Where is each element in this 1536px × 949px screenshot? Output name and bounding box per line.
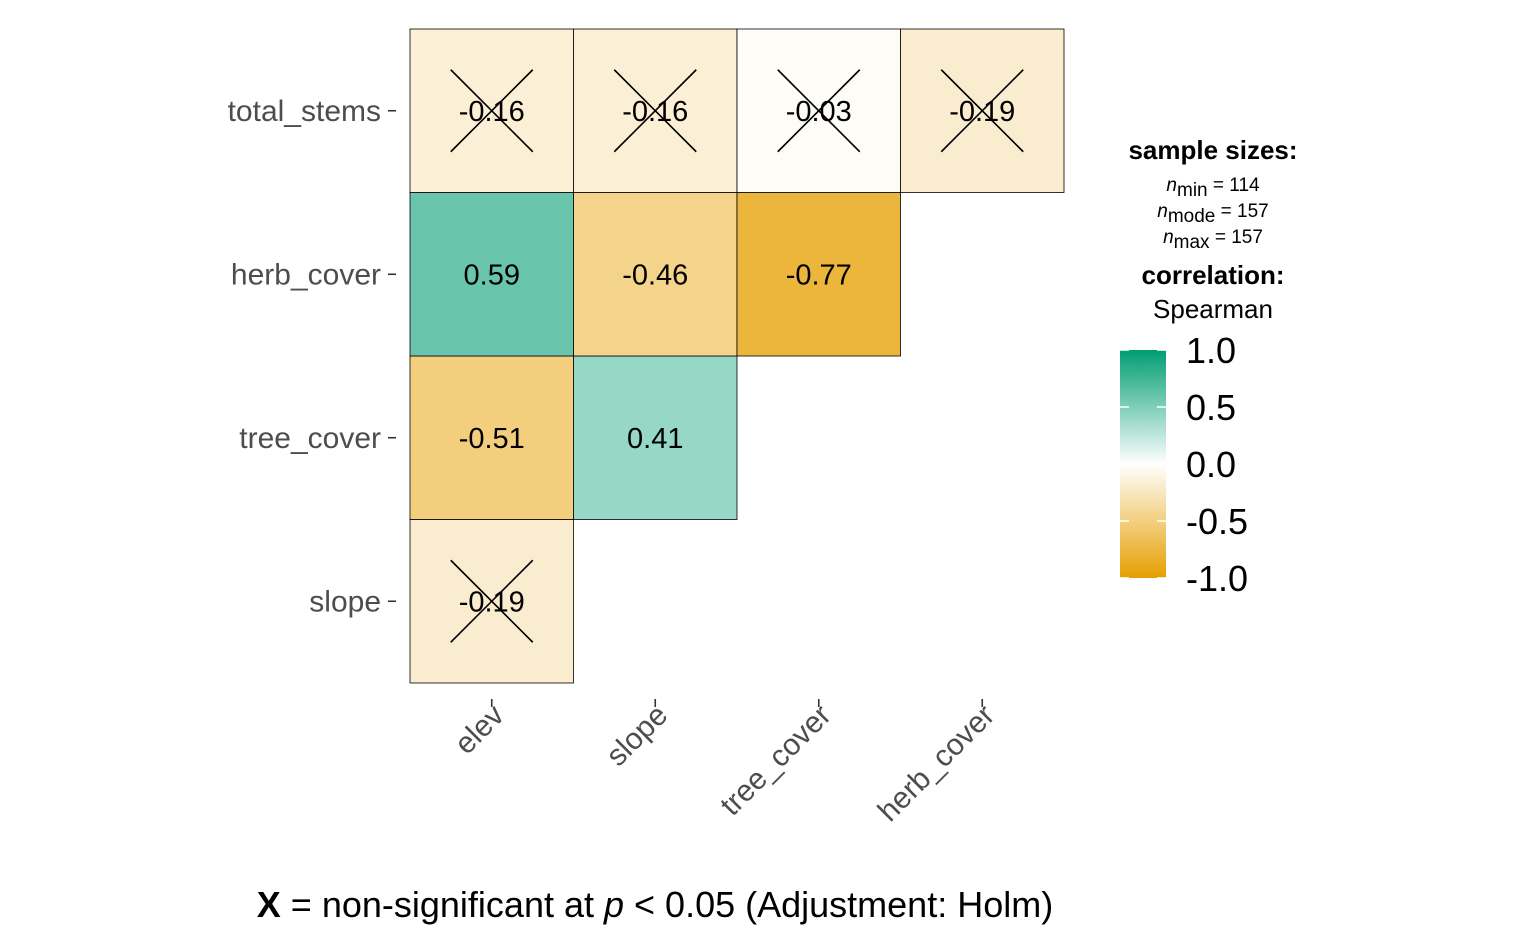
legend-correlation-method: Spearman (1153, 294, 1273, 324)
heatmap-cell: -0.03 (736, 28, 901, 193)
cell-tile (573, 355, 738, 520)
y-axis-tick-label: tree_cover (239, 422, 381, 455)
legend-sample-title: sample sizes: (1128, 135, 1297, 165)
heatmap-cell: -0.51 (409, 355, 574, 520)
caption-text-before: = non-significant at (281, 884, 604, 925)
non-significant-cross-mark (940, 69, 1024, 153)
n-equals: = (1208, 175, 1230, 196)
colorbar-tick-label: 0.5 (1186, 387, 1236, 428)
heatmap-cell: -0.16 (573, 28, 738, 193)
colorbar-tick-label: 0.0 (1186, 444, 1236, 485)
y-axis: slope tree_cover herb_cover total_stems (228, 95, 396, 618)
n-equals: = (1215, 201, 1237, 222)
cell-label: 0.59 (464, 259, 520, 291)
cell-tile (409, 355, 574, 520)
legend-correlation-title: correlation: (1141, 260, 1284, 290)
y-axis-tick-label: herb_cover (231, 258, 381, 291)
colorbar-tick-label: -1.0 (1186, 558, 1248, 599)
legend-sample-size-min: nmin = 114 (1166, 175, 1260, 201)
cell-label: -0.46 (622, 259, 688, 291)
non-significant-cross-mark (450, 69, 534, 153)
y-axis-tick-label: slope (309, 585, 381, 618)
legend-colorbar-ticks: 1.0 0.5 0.0 -0.5 -1.0 (1120, 330, 1248, 599)
x-axis-tick-label: elev (448, 699, 510, 761)
heatmap-cell: -0.16 (409, 28, 574, 193)
n-value: 157 (1237, 201, 1269, 222)
n-value: 157 (1231, 227, 1263, 248)
heatmap-cell: 0.41 (573, 355, 738, 520)
chart-caption: X = non-significant at p < 0.05 (Adjustm… (257, 884, 1053, 925)
caption-symbol: X (257, 884, 281, 925)
cell-label: 0.41 (627, 423, 683, 455)
legend-sample-size-mode: nmode = 157 (1157, 201, 1268, 227)
n-subscript: min (1177, 180, 1208, 201)
n-subscript: mode (1168, 206, 1216, 227)
heatmap-cell: -0.46 (573, 192, 738, 357)
heatmap-cell: -0.77 (736, 192, 901, 357)
heatmap-cell: -0.19 (409, 519, 574, 684)
n-subscript: max (1174, 232, 1210, 253)
cell-label: -0.77 (786, 259, 852, 291)
heatmap-cell: -0.19 (900, 28, 1065, 193)
cell-tile (573, 192, 738, 357)
cell-label: -0.51 (459, 423, 525, 455)
n-symbol: n (1166, 175, 1177, 196)
caption-text-after: < 0.05 (Adjustment: Holm) (624, 884, 1053, 925)
n-value: 114 (1229, 175, 1260, 196)
non-significant-cross-mark (613, 69, 697, 153)
x-axis-tick-label: tree_cover (714, 699, 838, 823)
n-symbol: n (1163, 227, 1174, 248)
non-significant-cross-mark (450, 559, 534, 643)
n-symbol: n (1157, 201, 1168, 222)
x-axis-tick-label: herb_cover (872, 699, 1001, 828)
caption-p-symbol: p (603, 884, 624, 925)
colorbar-tick-label: 1.0 (1186, 330, 1236, 371)
colorbar-tick-label: -0.5 (1186, 501, 1248, 542)
x-axis-tick-label: slope (600, 699, 674, 773)
heatmap-cell: 0.59 (409, 192, 574, 357)
heatmap-cells: -0.19-0.510.410.59-0.46-0.77-0.16-0.16-0… (409, 28, 1065, 684)
y-axis-tick-label: total_stems (228, 95, 381, 128)
legend-sample-size-max: nmax = 157 (1163, 227, 1263, 253)
x-axis: elev slope tree_cover herb_cover (448, 699, 1001, 828)
non-significant-cross-mark (777, 69, 861, 153)
n-equals: = (1210, 227, 1232, 248)
